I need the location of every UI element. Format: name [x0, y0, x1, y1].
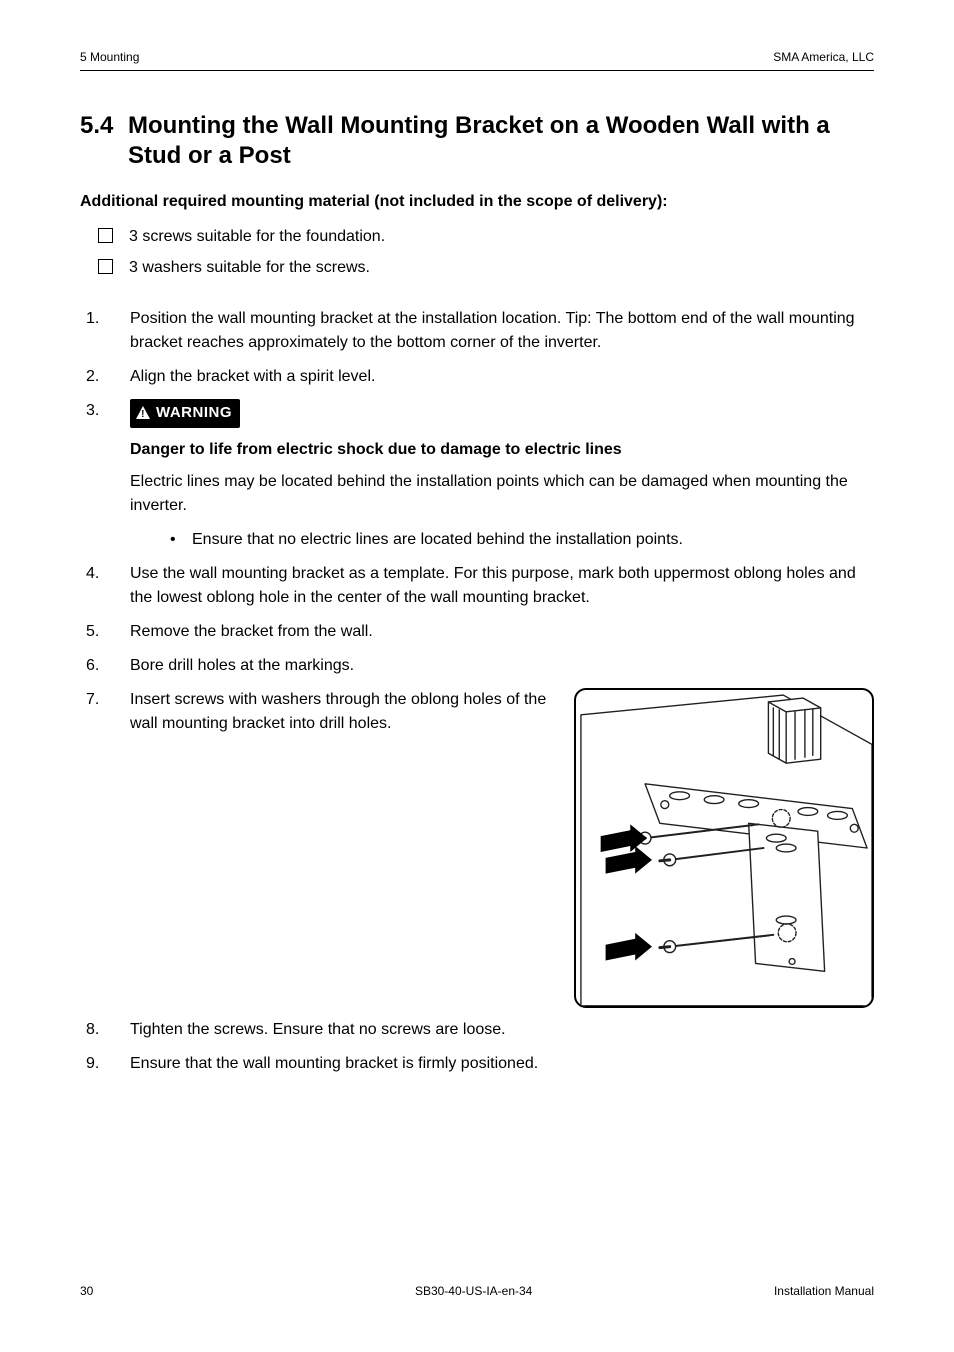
warning-bullet: Ensure that no electric lines are locate…: [170, 528, 874, 552]
step: Use the wall mounting bracket as a templ…: [82, 562, 874, 610]
mounting-bracket-figure: [574, 688, 874, 1008]
warning-badge-text: WARNING: [156, 402, 232, 425]
step-text: Ensure that the wall mounting bracket is…: [130, 1052, 874, 1076]
step-text: Remove the bracket from the wall.: [130, 620, 874, 644]
warning-desc: Electric lines may be located behind the…: [130, 470, 874, 518]
header-right: SMA America, LLC: [773, 50, 874, 64]
page-footer: 30 SB30-40-US-IA-en-34 Installation Manu…: [80, 1284, 874, 1298]
materials-heading: Additional required mounting material (n…: [80, 193, 874, 211]
step: Bore drill holes at the markings.: [82, 654, 874, 678]
header-left: 5 Mounting: [80, 50, 139, 64]
step: Tighten the screws. Ensure that no screw…: [82, 1018, 874, 1042]
checklist-item: 3 washers suitable for the screws.: [98, 256, 874, 279]
step: Ensure that the wall mounting bracket is…: [82, 1052, 874, 1076]
footer-doc-id: SB30-40-US-IA-en-34: [415, 1284, 532, 1298]
checklist-item: 3 screws suitable for the foundation.: [98, 225, 874, 248]
footer-manual-label: Installation Manual: [774, 1284, 874, 1298]
section-heading: 5.4 Mounting the Wall Mounting Bracket o…: [80, 111, 874, 171]
step: Position the wall mounting bracket at th…: [82, 307, 874, 355]
step-text: Use the wall mounting bracket as a templ…: [130, 562, 874, 610]
step: Align the bracket with a spirit level.: [82, 365, 874, 389]
svg-text:!: !: [141, 409, 145, 419]
step-warning: ! WARNING Danger to life from electric s…: [82, 399, 874, 552]
step-text: Tighten the screws. Ensure that no screw…: [130, 1018, 874, 1042]
warning-title: Danger to life from electric shock due t…: [130, 438, 874, 462]
warning-badge: ! WARNING: [130, 399, 240, 428]
step-text: Insert screws with washers through the o…: [130, 688, 566, 1008]
procedure-steps: Position the wall mounting bracket at th…: [82, 307, 874, 1076]
section-number: 5.4: [80, 111, 128, 171]
page-header: 5 Mounting SMA America, LLC: [80, 50, 874, 64]
step: Remove the bracket from the wall.: [82, 620, 874, 644]
warning-icon: !: [136, 406, 150, 421]
header-rule: [80, 70, 874, 71]
step-text: Position the wall mounting bracket at th…: [130, 307, 874, 355]
footer-page-number: 30: [80, 1284, 93, 1298]
step-text: Bore drill holes at the markings.: [130, 654, 874, 678]
checklist-text: 3 screws suitable for the foundation.: [129, 225, 385, 248]
step-with-figure: Insert screws with washers through the o…: [82, 688, 874, 1008]
section-title-text: Mounting the Wall Mounting Bracket on a …: [128, 111, 874, 171]
warning-bullets: Ensure that no electric lines are locate…: [170, 528, 874, 552]
step-text: Align the bracket with a spirit level.: [130, 365, 874, 389]
materials-checklist: 3 screws suitable for the foundation. 3 …: [98, 225, 874, 279]
checklist-text: 3 washers suitable for the screws.: [129, 256, 370, 279]
